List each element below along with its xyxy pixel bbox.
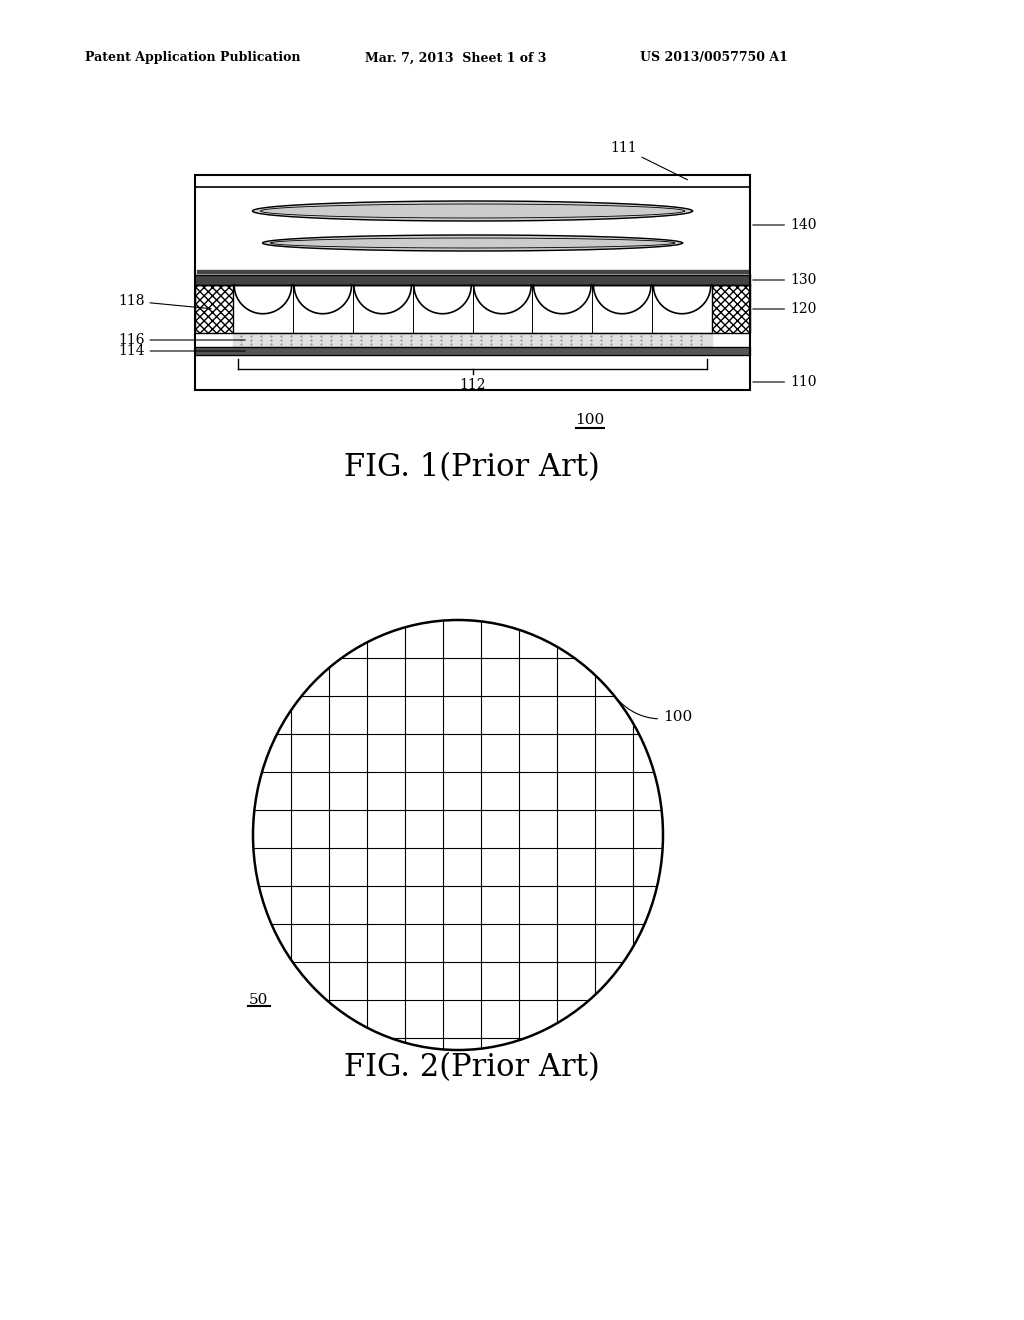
Text: 118: 118	[118, 294, 211, 309]
Text: 100: 100	[616, 698, 692, 723]
Text: 112: 112	[459, 378, 485, 392]
Text: 114: 114	[118, 345, 245, 358]
Text: 120: 120	[753, 302, 816, 315]
Text: 130: 130	[753, 273, 816, 286]
Text: 50: 50	[248, 993, 267, 1007]
Polygon shape	[253, 201, 692, 220]
Text: FIG. 1(Prior Art): FIG. 1(Prior Art)	[344, 453, 600, 483]
Ellipse shape	[253, 620, 663, 1049]
Text: 110: 110	[753, 375, 816, 389]
Text: 111: 111	[610, 141, 687, 180]
Text: FIG. 2(Prior Art): FIG. 2(Prior Art)	[344, 1052, 600, 1084]
Text: Patent Application Publication: Patent Application Publication	[85, 51, 300, 65]
Text: 100: 100	[575, 413, 604, 426]
Polygon shape	[195, 285, 233, 333]
Text: US 2013/0057750 A1: US 2013/0057750 A1	[640, 51, 787, 65]
Text: 140: 140	[753, 218, 816, 232]
Polygon shape	[712, 285, 750, 333]
Text: 116: 116	[118, 333, 245, 347]
Polygon shape	[262, 235, 683, 251]
Text: Mar. 7, 2013  Sheet 1 of 3: Mar. 7, 2013 Sheet 1 of 3	[365, 51, 547, 65]
